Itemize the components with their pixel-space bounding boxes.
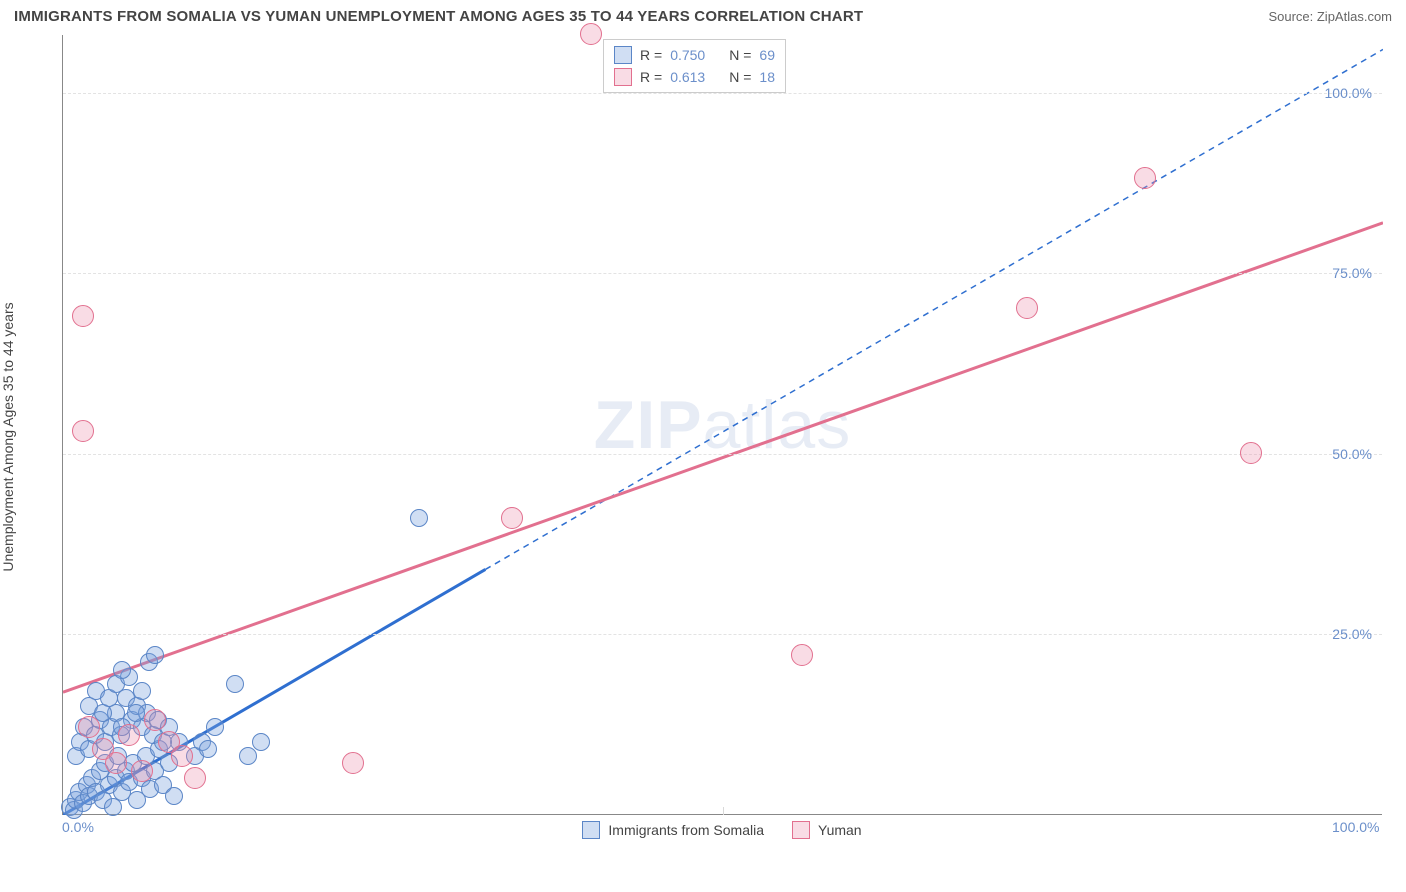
data-point [105, 752, 127, 774]
legend-item: Immigrants from Somalia [582, 821, 764, 839]
y-tick-label: 100.0% [1325, 85, 1372, 101]
data-point [165, 787, 183, 805]
plot-area: ZIPatlas R =0.750N =69R =0.613N =18 25.0… [62, 35, 1382, 815]
data-point [72, 305, 94, 327]
data-point [133, 682, 151, 700]
legend-swatch-icon [792, 821, 810, 839]
legend-correlation-row: R =0.750N =69 [614, 44, 775, 66]
legend-swatch-icon [582, 821, 600, 839]
watermark: ZIPatlas [594, 386, 851, 464]
data-point [342, 752, 364, 774]
y-tick-label: 75.0% [1332, 265, 1372, 281]
legend-correlation-box: R =0.750N =69R =0.613N =18 [603, 39, 786, 93]
gridline-vertical [723, 807, 724, 815]
legend-item-label: Yuman [818, 822, 862, 838]
data-point [580, 23, 602, 45]
data-point [127, 704, 145, 722]
data-point [239, 747, 257, 765]
x-axis-max-label: 100.0% [1332, 819, 1379, 835]
data-point [146, 646, 164, 664]
data-point [252, 733, 270, 751]
data-point [791, 644, 813, 666]
y-tick-label: 50.0% [1332, 446, 1372, 462]
legend-swatch-icon [614, 46, 632, 64]
data-point [501, 507, 523, 529]
legend-item: Yuman [792, 821, 862, 839]
data-point [78, 716, 100, 738]
title-bar: IMMIGRANTS FROM SOMALIA VS YUMAN UNEMPLO… [0, 0, 1406, 35]
data-point [184, 767, 206, 789]
legend-correlation-row: R =0.613N =18 [614, 66, 775, 88]
y-axis-label: Unemployment Among Ages 35 to 44 years [0, 302, 16, 571]
data-point [410, 509, 428, 527]
gridline-horizontal [63, 634, 1382, 635]
trend-lines-layer [63, 35, 1383, 815]
legend-bottom: Immigrants from Somalia Yuman [62, 821, 1382, 839]
data-point [1240, 442, 1262, 464]
data-point [1134, 167, 1156, 189]
data-point [118, 724, 140, 746]
x-axis-min-label: 0.0% [62, 819, 94, 835]
legend-item-label: Immigrants from Somalia [608, 822, 764, 838]
data-point [144, 709, 166, 731]
legend-swatch-icon [614, 68, 632, 86]
data-point [131, 760, 153, 782]
chart-title: IMMIGRANTS FROM SOMALIA VS YUMAN UNEMPLO… [14, 8, 863, 25]
data-point [171, 745, 193, 767]
gridline-horizontal [63, 93, 1382, 94]
data-point [226, 675, 244, 693]
gridline-horizontal [63, 454, 1382, 455]
data-point [72, 420, 94, 442]
data-point [1016, 297, 1038, 319]
source-label: Source: ZipAtlas.com [1268, 9, 1392, 24]
data-point [113, 661, 131, 679]
data-point [206, 718, 224, 736]
data-point [199, 740, 217, 758]
y-tick-label: 25.0% [1332, 626, 1372, 642]
chart-container: Unemployment Among Ages 35 to 44 years Z… [14, 35, 1392, 839]
gridline-horizontal [63, 273, 1382, 274]
